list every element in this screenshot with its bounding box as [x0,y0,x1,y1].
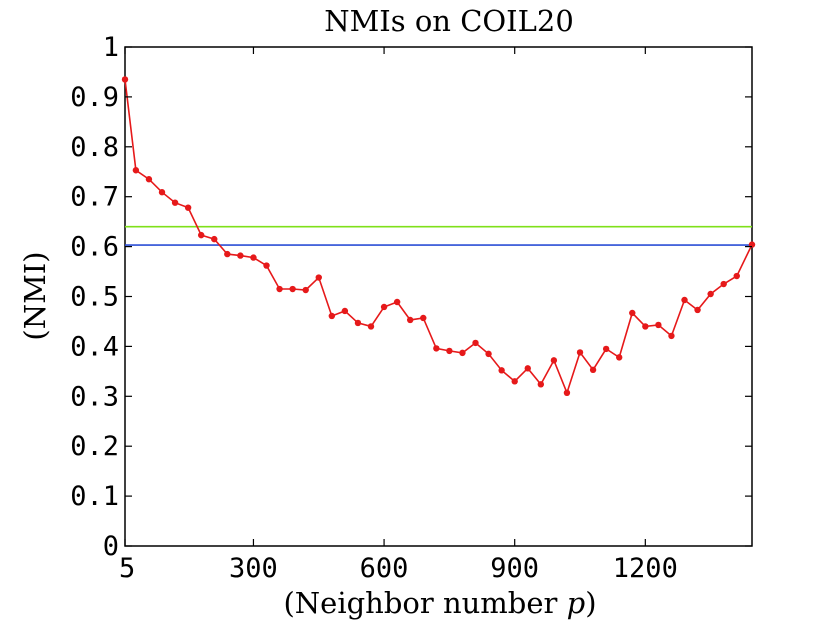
x-tick-label: 5 [119,553,135,584]
data-point [354,319,362,327]
data-point [589,366,597,374]
data-point [694,306,701,314]
chart-title: NMIs on COIL20 [324,4,574,38]
data-point [563,389,571,397]
data-point [615,354,623,361]
data-point [681,296,688,304]
data-point [184,204,192,211]
data-point [446,347,453,355]
y-tick-label: 0.2 [70,431,119,462]
data-point [276,285,283,293]
y-tick-label: 0 [103,531,119,562]
y-tick-label: 0.8 [70,132,119,163]
x-tick-label: 900 [490,553,539,584]
x-axis-label-variable: p [567,586,586,620]
data-point [315,274,322,281]
y-tick-label: 1 [103,32,119,63]
y-tick-label: 0.9 [70,82,119,113]
data-point [302,286,309,294]
plot-area-frame [124,46,753,547]
data-point [158,189,166,196]
data-point [537,381,545,388]
data-point [707,290,714,298]
data-point [367,323,375,330]
y-tick-label: 0.5 [70,282,119,313]
data-point [132,167,140,174]
data-point [629,309,636,317]
data-point [668,332,675,340]
y-tick-label: 0.1 [70,481,119,512]
data-point [420,314,427,322]
data-point [576,349,584,356]
x-tick-label: 1200 [613,553,678,584]
x-axis-label: (Neighbor number p) [283,586,596,620]
data-point [289,285,296,293]
data-point [720,280,727,288]
data-point [393,298,401,306]
data-point [341,307,349,315]
ticks-layer: 0 0.1 0.2 0.3 0.4 0.5 0.6 0.7 0.8 0.9 1 5 300 600 900 1… [70,32,752,584]
y-axis-label: (NMI) [18,251,52,340]
data-point [211,235,218,243]
data-point [263,262,270,269]
data-point [433,345,440,352]
data-point [224,250,231,258]
data-point [380,303,388,311]
series-line-0 [124,79,753,396]
data-point [328,312,336,320]
data-point [550,357,558,364]
data-point [145,176,153,183]
data-point [524,365,531,372]
data-point [250,254,257,261]
y-tick-label: 0.4 [70,331,119,362]
data-point [197,231,205,239]
data-point [642,323,649,330]
y-tick-label: 0.7 [70,182,119,213]
data-point [655,321,662,329]
data-point [498,367,505,374]
data-point [171,199,179,206]
data-point [602,345,610,353]
data-point [472,339,479,347]
data-point [733,272,740,280]
data-point [485,350,492,358]
y-tick-label: 0.3 [70,381,119,412]
x-axis-label-close: ) [585,586,596,620]
x-tick-label: 300 [229,553,278,584]
x-tick-label: 600 [360,553,409,584]
series-layer [121,76,756,397]
data-point [511,378,518,385]
data-point [459,349,466,357]
x-axis-label-text: (Neighbor number [283,586,566,620]
data-point [406,316,414,324]
data-point [237,252,244,259]
data-point [121,76,129,83]
y-tick-label: 0.6 [70,232,119,263]
